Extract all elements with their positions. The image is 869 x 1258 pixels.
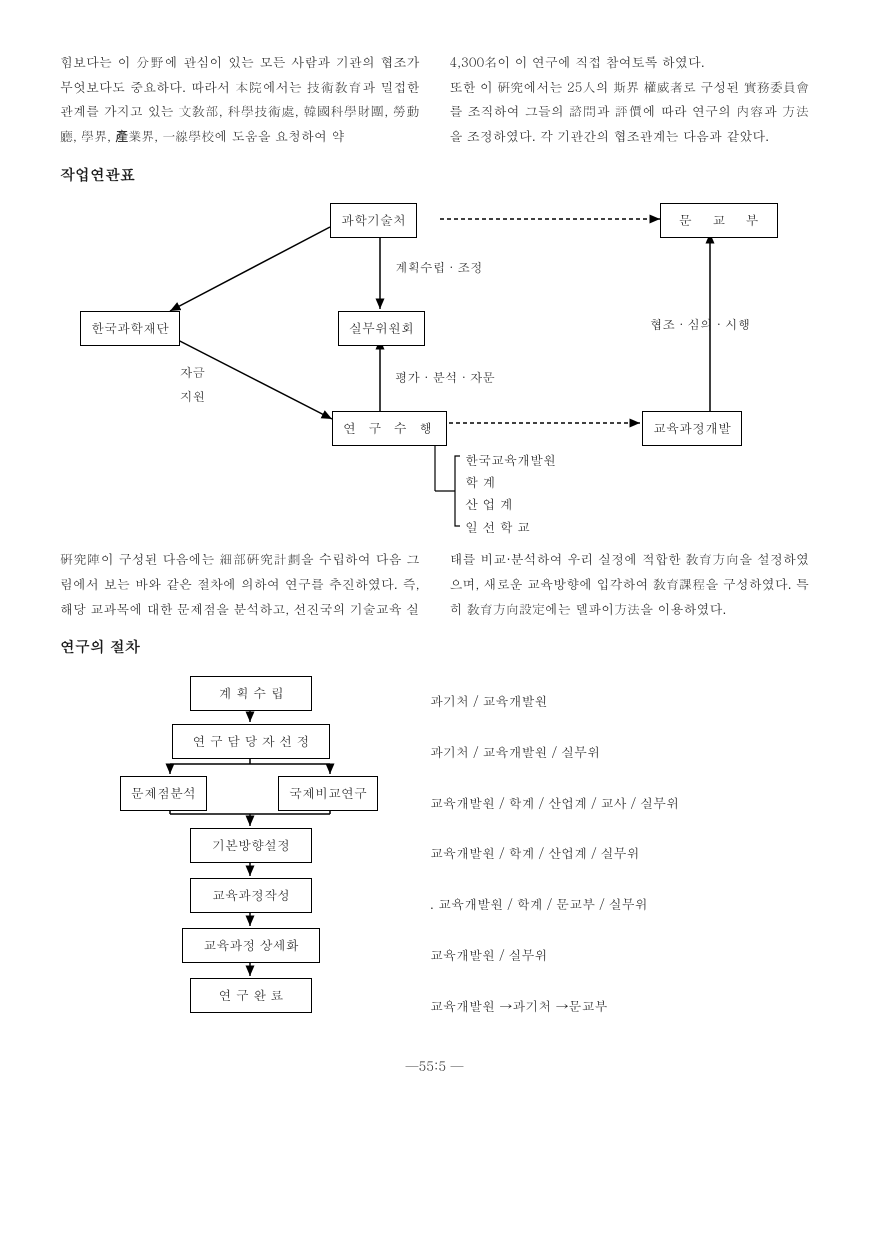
resp-1: 과기처 / 교육개발원 / 실무위 <box>430 740 809 765</box>
step-6: 연 구 완 료 <box>190 978 312 1013</box>
step-3: 기본방향설정 <box>190 828 312 863</box>
node-most: 과학기술처 <box>330 203 417 238</box>
intro-right: 4,300名이 이 연구에 직접 참여토록 하였다. 또한 이 硏究에서는 25… <box>450 50 810 149</box>
sub-org-1: 학 계 <box>465 471 556 493</box>
page-number: —55:5 — <box>60 1054 809 1079</box>
procedure-responsibilities: 과기처 / 교육개발원 과기처 / 교육개발원 / 실무위 교육개발원 / 학계… <box>430 674 809 1034</box>
procedure-diagram: 계 획 수 립 연 구 담 당 자 선 정 문제점분석 국제비교연구 기본방향설… <box>100 674 400 1034</box>
resp-3: 교육개발원 / 학계 / 산업계 / 실무위 <box>430 841 809 866</box>
step-1: 연 구 담 당 자 선 정 <box>172 724 330 759</box>
node-moe: 문 교 부 <box>660 203 778 238</box>
edge-eval: 평가 · 분석 · 자문 <box>395 366 495 390</box>
resp-6: 교육개발원 →과기처 →문교부 <box>430 994 809 1019</box>
section1-title: 작업연관표 <box>60 161 809 190</box>
node-wc: 실무위원회 <box>338 311 425 346</box>
edge-plan: 계획수립 · 조정 <box>395 256 483 280</box>
step-5: 교육과정 상세화 <box>182 928 320 963</box>
sub-org-3: 일 선 학 교 <box>465 516 556 538</box>
step-4: 교육과정작성 <box>190 878 312 913</box>
work-relation-diagram: 과학기술처 문 교 부 한국과학재단 실무위원회 연 구 수 행 교육과정개발 … <box>60 201 820 541</box>
mid-right: 태를 비교·분석하여 우리 실정에 적합한 敎育方向을 설정하였으며, 새로운 … <box>450 547 810 621</box>
node-kstf: 한국과학재단 <box>80 311 180 346</box>
sub-org-list: 한국교육개발원 학 계 산 업 계 일 선 학 교 <box>465 449 556 537</box>
resp-4: . 교육개발원 / 학계 / 문교부 / 실무위 <box>430 892 809 917</box>
node-currdev: 교육과정개발 <box>642 411 742 446</box>
section2-title: 연구의 절차 <box>60 633 809 662</box>
step-2a: 문제점분석 <box>120 776 207 811</box>
intro-paragraph-block: 힘보다는 이 分野에 관심이 있는 모든 사람과 기관의 협조가 무엇보다도 중… <box>60 50 809 149</box>
step-0: 계 획 수 립 <box>190 676 312 711</box>
sub-org-2: 산 업 계 <box>465 493 556 515</box>
mid-paragraph-block: 硏究陣이 구성된 다음에는 細部硏究計劃을 수립하여 다음 그림에서 보는 바와… <box>60 547 809 621</box>
resp-2: 교육개발원 / 학계 / 산업계 / 교사 / 실무위 <box>430 791 809 816</box>
edge-coop: 협조 · 심의 · 시행 <box>650 313 750 337</box>
step-2b: 국제비교연구 <box>278 776 378 811</box>
edge-fund: 자금 지원 <box>180 361 205 409</box>
mid-left: 硏究陣이 구성된 다음에는 細部硏究計劃을 수립하여 다음 그림에서 보는 바와… <box>60 547 420 621</box>
intro-left: 힘보다는 이 分野에 관심이 있는 모든 사람과 기관의 협조가 무엇보다도 중… <box>60 50 420 149</box>
procedure-diagram-wrap: 계 획 수 립 연 구 담 당 자 선 정 문제점분석 국제비교연구 기본방향설… <box>60 674 809 1034</box>
node-research: 연 구 수 행 <box>332 411 447 446</box>
sub-org-0: 한국교육개발원 <box>465 449 556 471</box>
resp-5: 교육개발원 / 실무위 <box>430 943 809 968</box>
resp-0: 과기처 / 교육개발원 <box>430 689 809 714</box>
